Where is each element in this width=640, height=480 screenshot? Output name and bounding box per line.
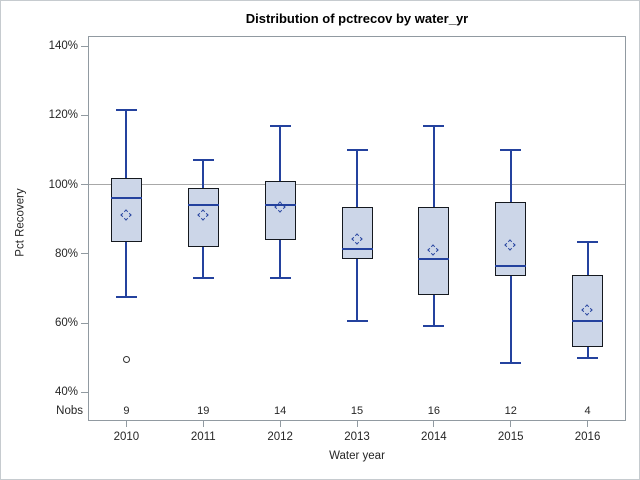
median-line xyxy=(418,257,450,260)
whisker-cap-bottom xyxy=(115,296,137,299)
nobs-value: 12 xyxy=(504,405,517,417)
x-axis-tick-label: 2012 xyxy=(267,431,293,443)
median-line xyxy=(341,247,373,250)
whisker-cap-bottom xyxy=(269,276,291,279)
x-axis-tick-mark xyxy=(279,421,281,427)
median-line xyxy=(187,204,219,207)
x-axis-tick-mark xyxy=(510,421,512,427)
outlier-point xyxy=(122,355,130,363)
box-iqr xyxy=(418,207,450,296)
y-axis-tick-label: 100% xyxy=(48,178,78,191)
x-axis-tick-mark xyxy=(587,421,589,427)
median-line xyxy=(572,320,604,323)
box-iqr xyxy=(264,181,296,240)
nobs-value: 19 xyxy=(197,405,210,417)
x-axis-tick-mark xyxy=(433,421,435,427)
nobs-row-label: Nobs xyxy=(56,405,83,417)
y-axis-tick-label: 60% xyxy=(54,317,78,329)
whisker-cap-top xyxy=(423,124,445,127)
box-iqr xyxy=(187,187,219,247)
x-axis-title: Water year xyxy=(329,450,385,462)
whisker-cap-top xyxy=(192,159,214,162)
whisker-cap-top xyxy=(577,240,599,243)
nobs-value: 9 xyxy=(123,405,130,417)
plot-area xyxy=(88,36,626,421)
y-axis-tick-label: 120% xyxy=(48,109,78,122)
whisker-cap-top xyxy=(269,124,291,127)
x-axis-tick-mark xyxy=(125,421,127,427)
whisker-cap-bottom xyxy=(346,320,368,323)
whisker-cap-bottom xyxy=(423,325,445,328)
nobs-value: 15 xyxy=(350,405,364,417)
y-axis-tick-label: 80% xyxy=(54,247,78,260)
whisker-cap-top xyxy=(500,148,522,151)
y-axis-tick-mark xyxy=(81,114,88,116)
box-iqr xyxy=(110,177,142,242)
box-iqr xyxy=(495,201,527,277)
whisker-cap-top xyxy=(115,109,137,112)
nobs-value: 4 xyxy=(584,405,591,417)
x-axis-tick-label: 2014 xyxy=(421,431,447,443)
x-axis-tick-label: 2013 xyxy=(344,431,370,443)
y-axis-tick-mark xyxy=(81,45,88,47)
median-line xyxy=(110,197,142,200)
x-axis-tick-mark xyxy=(202,421,204,427)
box-iqr xyxy=(572,274,604,348)
whisker-cap-bottom xyxy=(500,361,522,364)
x-axis-tick-mark xyxy=(356,421,358,427)
whisker-cap-bottom xyxy=(192,276,214,279)
y-axis-tick-label: 140% xyxy=(48,40,78,52)
y-axis-tick-mark xyxy=(81,253,88,255)
whisker-cap-bottom xyxy=(577,356,599,359)
x-axis-tick-label: 2011 xyxy=(190,431,216,443)
whisker-cap-top xyxy=(346,148,368,151)
nobs-value: 14 xyxy=(274,405,287,417)
x-axis-tick-label: 2010 xyxy=(113,431,140,443)
y-axis-tick-mark xyxy=(81,391,88,393)
y-axis-tick-mark xyxy=(81,322,88,324)
y-axis-tick-mark xyxy=(81,184,88,185)
nobs-value: 16 xyxy=(427,405,440,417)
median-line xyxy=(264,204,296,207)
median-line xyxy=(495,264,527,267)
x-axis-tick-label: 2016 xyxy=(574,431,601,443)
y-axis-title: Pct Recovery xyxy=(14,188,27,257)
chart-title: Distribution of pctrecov by water_yr xyxy=(245,11,469,26)
y-axis-tick-label: 40% xyxy=(54,386,78,399)
box-iqr xyxy=(341,207,373,259)
x-axis-tick-label: 2015 xyxy=(497,431,524,443)
